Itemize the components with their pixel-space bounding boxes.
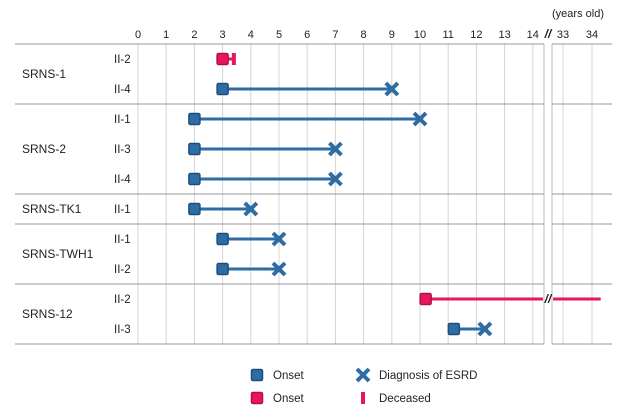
timeline-bar	[447, 321, 493, 337]
legend-label: Diagnosis of ESRD	[379, 370, 477, 382]
esrd-marker	[243, 201, 259, 217]
legend-label: Onset	[273, 393, 304, 405]
esrd-marker	[271, 261, 287, 277]
x-tick-label-10: 10	[414, 29, 426, 41]
onset-marker	[419, 292, 432, 306]
onset-marker	[250, 368, 264, 382]
x-tick-label-6: 6	[304, 29, 310, 41]
onset-marker	[447, 322, 461, 336]
legend-item-deceased: Deceased	[361, 392, 431, 405]
individual-label: II-2	[114, 294, 131, 306]
individual-label: II-2	[114, 264, 131, 276]
timeline-bar	[188, 201, 259, 217]
grid-layer: 0 1 2 3 4 5 6 7 8 9 10 11 12 13 14 33 34//	[15, 27, 612, 345]
legend-label: Onset	[273, 370, 304, 382]
family-label: SRNS-2	[22, 142, 66, 156]
esrd-marker	[271, 231, 287, 247]
rows-layer: SRNS-1 II-2 II-4 SRNS-2 II-1 II-3 II-4 SRNS-TK1…	[22, 54, 131, 336]
legend-label: Deceased	[379, 393, 431, 405]
x-tick-label-11: 11	[442, 29, 453, 41]
timeline-bar	[216, 231, 287, 247]
timeline-bar	[216, 81, 400, 97]
x-tick-label-14: 14	[527, 29, 539, 41]
esrd-marker-stroke-2	[271, 261, 287, 277]
onset-marker	[216, 52, 229, 66]
legend-item-esrd: Diagnosis of ESRD	[355, 367, 477, 383]
x-tick-label-4: 4	[248, 29, 254, 41]
x-tick-label-33: 33	[557, 29, 569, 41]
onset-marker	[188, 112, 201, 126]
x-tick-label-7: 7	[332, 29, 338, 41]
x-tick-label-34: 34	[586, 29, 598, 41]
individual-label: II-1	[114, 234, 131, 246]
legend-item-onset: Onset	[250, 391, 304, 405]
esrd-marker	[412, 111, 428, 127]
timeline-bar	[216, 52, 236, 66]
esrd-marker	[477, 321, 493, 337]
legend: Onset Diagnosis of ESRD Onset Deceased	[250, 367, 477, 405]
esrd-marker-stroke-2	[355, 367, 371, 383]
individual-label: II-2	[114, 54, 131, 66]
individual-label: II-3	[114, 324, 131, 336]
x-tick-label-3: 3	[220, 29, 226, 41]
timeline-bar: //	[419, 292, 601, 306]
esrd-marker-stroke-2	[243, 201, 259, 217]
deceased-marker	[361, 392, 365, 404]
x-tick-label-1: 1	[163, 29, 169, 41]
esrd-marker-stroke-2	[384, 81, 400, 97]
x-tick-label-2: 2	[191, 29, 197, 41]
esrd-marker	[327, 141, 343, 157]
onset-marker	[216, 82, 229, 96]
timeline-bar	[188, 111, 428, 127]
bar-break-mark: //	[544, 292, 553, 306]
onset-marker	[216, 232, 229, 246]
onset-marker	[188, 202, 201, 216]
individual-label: II-4	[114, 84, 131, 96]
marks-layer: //	[188, 52, 601, 337]
esrd-marker-stroke-2	[327, 141, 343, 157]
axis-break-mark-header: //	[544, 27, 553, 41]
x-tick-label-8: 8	[361, 29, 367, 41]
deceased-marker	[231, 53, 236, 65]
individual-label: II-1	[114, 204, 131, 216]
timeline-bar	[188, 171, 343, 187]
esrd-marker-stroke-2	[271, 231, 287, 247]
onset-marker	[188, 142, 201, 156]
esrd-marker-stroke-2	[477, 321, 493, 337]
onset-marker	[250, 391, 264, 405]
x-tick-label-5: 5	[276, 29, 282, 41]
esrd-marker-stroke-2	[327, 171, 343, 187]
timeline-bar	[188, 141, 343, 157]
esrd-marker	[355, 367, 371, 383]
family-label: SRNS-1	[22, 67, 66, 81]
esrd-marker	[327, 171, 343, 187]
individual-label: II-4	[114, 174, 131, 186]
x-tick-label-13: 13	[498, 29, 510, 41]
esrd-marker	[384, 81, 400, 97]
x-tick-label-12: 12	[470, 29, 482, 41]
family-label: SRNS-12	[22, 307, 73, 321]
individual-label: II-3	[114, 144, 131, 156]
x-tick-label-0: 0	[135, 29, 141, 41]
onset-marker	[188, 172, 201, 186]
unit-label: (years old)	[552, 8, 604, 20]
esrd-marker-stroke-2	[412, 111, 428, 127]
family-label: SRNS-TWH1	[22, 247, 94, 261]
onset-marker	[216, 262, 229, 276]
timeline-bar	[216, 261, 287, 277]
legend-item-onset: Onset	[250, 368, 304, 382]
family-label: SRNS-TK1	[22, 202, 82, 216]
x-tick-label-9: 9	[389, 29, 395, 41]
individual-label: II-1	[114, 114, 131, 126]
